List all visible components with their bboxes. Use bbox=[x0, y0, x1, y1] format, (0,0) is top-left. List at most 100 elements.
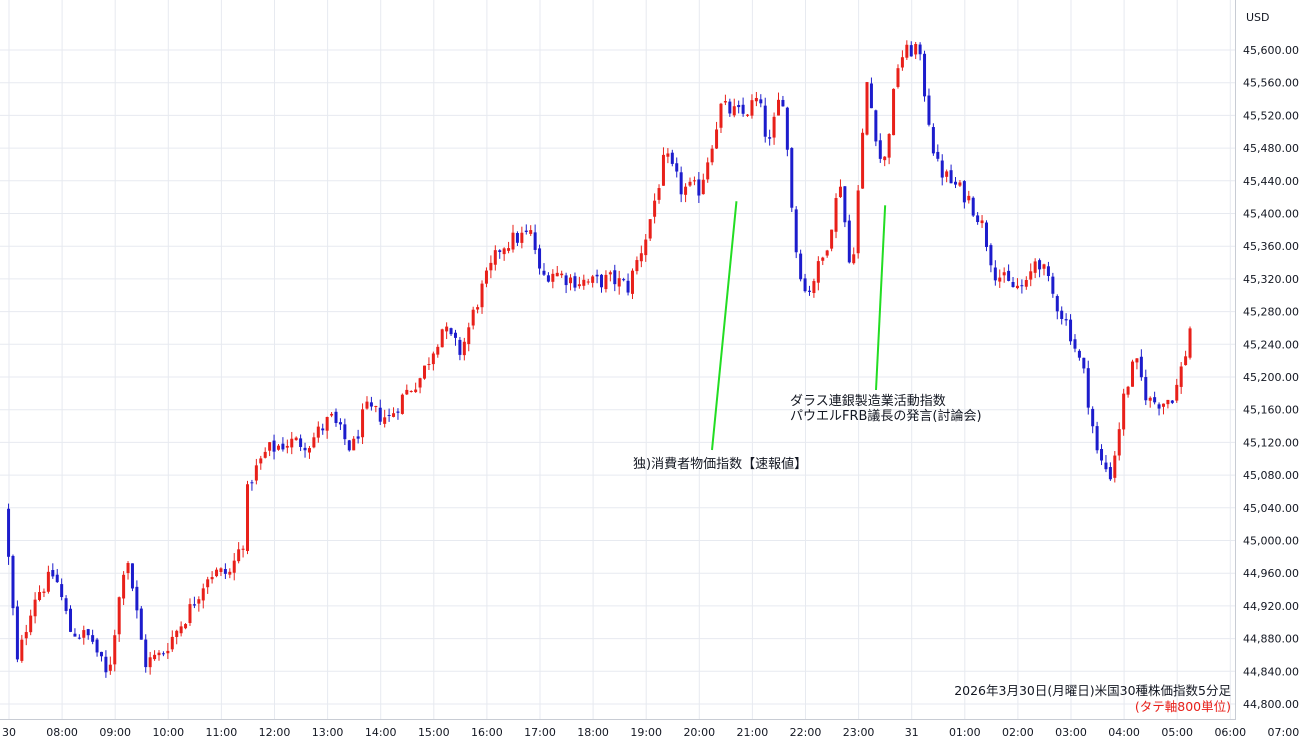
candle-body bbox=[493, 250, 497, 265]
candle-body bbox=[307, 448, 311, 453]
candle-body bbox=[697, 179, 701, 196]
x-tick-label: 16:00 bbox=[471, 726, 503, 739]
candle-body bbox=[99, 651, 103, 657]
candle-body bbox=[914, 44, 918, 55]
candle-body bbox=[206, 579, 210, 588]
candle-body bbox=[312, 437, 316, 448]
candle-body bbox=[378, 407, 382, 422]
x-tick-label: 30 bbox=[2, 726, 16, 739]
x-tick-label: 12:00 bbox=[259, 726, 291, 739]
candle-body bbox=[1144, 377, 1148, 401]
candle-body bbox=[511, 232, 515, 250]
candle-body bbox=[175, 630, 179, 638]
x-tick-label: 10:00 bbox=[152, 726, 184, 739]
x-tick-label: 08:00 bbox=[46, 726, 78, 739]
candle-body bbox=[1131, 361, 1135, 387]
candle-body bbox=[1015, 285, 1019, 289]
candle-body bbox=[971, 197, 975, 216]
candle-body bbox=[414, 389, 418, 393]
candle-body bbox=[719, 103, 723, 128]
candle-body bbox=[586, 281, 590, 283]
candle-body bbox=[582, 279, 586, 286]
candle-body bbox=[232, 560, 236, 573]
chart-caption-sub: (タテ軸800単位) bbox=[1135, 699, 1231, 714]
x-tick-label: 31 bbox=[905, 726, 919, 739]
x-tick-label: 11:00 bbox=[206, 726, 238, 739]
candle-body bbox=[458, 339, 462, 355]
candle-body bbox=[790, 148, 794, 208]
candle-body bbox=[489, 262, 493, 271]
candle-body bbox=[1122, 393, 1126, 430]
annotation-line bbox=[711, 201, 738, 451]
y-tick-label: 45,360.00 bbox=[1243, 240, 1299, 253]
candle-body bbox=[268, 442, 272, 451]
candle-body bbox=[316, 426, 320, 438]
candle-body bbox=[843, 186, 847, 223]
candle-body bbox=[449, 328, 453, 335]
candle-body bbox=[1166, 399, 1170, 405]
candle-body bbox=[989, 245, 993, 266]
candle-body bbox=[192, 604, 196, 606]
candle-body bbox=[210, 577, 214, 580]
annotation-text: 独)消費者物価指数【速報値】 bbox=[633, 456, 807, 472]
candle-body bbox=[918, 44, 922, 55]
candle-body bbox=[1126, 386, 1130, 395]
candle-body bbox=[188, 604, 192, 624]
y-tick-label: 44,840.00 bbox=[1243, 665, 1299, 678]
candle-body bbox=[741, 104, 745, 114]
candle-body bbox=[1060, 310, 1064, 319]
currency-label: USD bbox=[1246, 11, 1270, 24]
candle-body bbox=[600, 274, 604, 288]
candle-body bbox=[95, 639, 99, 653]
candle-body bbox=[838, 186, 842, 198]
candle-body bbox=[33, 599, 37, 617]
candle-body bbox=[542, 270, 546, 275]
candle-body bbox=[1188, 328, 1192, 358]
candle-body bbox=[467, 327, 471, 345]
candle-body bbox=[847, 220, 851, 263]
candle-body bbox=[1091, 408, 1095, 427]
candle-body bbox=[1170, 400, 1174, 403]
y-tick-label: 45,240.00 bbox=[1243, 338, 1299, 351]
candle-body bbox=[276, 445, 280, 450]
candle-body bbox=[976, 215, 980, 223]
candle-body bbox=[436, 346, 440, 355]
x-tick-label: 05:00 bbox=[1161, 726, 1193, 739]
candle-body bbox=[1113, 455, 1117, 478]
candle-body bbox=[148, 657, 152, 668]
candle-body bbox=[86, 629, 90, 636]
candle-body bbox=[197, 599, 201, 604]
candle-body bbox=[675, 163, 679, 172]
candle-body bbox=[825, 250, 829, 256]
x-tick-label: 20:00 bbox=[683, 726, 715, 739]
candle-body bbox=[768, 137, 772, 139]
candle-body bbox=[471, 309, 475, 326]
candle-body bbox=[431, 353, 435, 365]
candle-body bbox=[679, 172, 683, 195]
price-axis-ticks[interactable]: 44,800.00 44,840.00 44,880.00 44,920.00 44,9… bbox=[1243, 44, 1299, 711]
candle-body bbox=[15, 606, 19, 660]
candle-body bbox=[361, 409, 365, 438]
candle-body bbox=[330, 413, 334, 416]
x-tick-label: 06:00 bbox=[1214, 726, 1246, 739]
candle-body bbox=[750, 100, 754, 116]
candle-body bbox=[892, 88, 896, 136]
candle-body bbox=[666, 153, 670, 157]
time-axis-ticks[interactable]: 30 08:00 09:00 10:00 11:00 12:00 13:00 14:00 15:… bbox=[2, 726, 1299, 739]
candle-body bbox=[954, 181, 958, 185]
candle-body bbox=[657, 188, 661, 200]
candle-body bbox=[962, 181, 966, 203]
y-tick-label: 45,440.00 bbox=[1243, 175, 1299, 188]
candle-body bbox=[51, 570, 55, 577]
candle-body bbox=[1139, 356, 1143, 378]
candle-body bbox=[144, 639, 148, 668]
candle-body bbox=[374, 406, 378, 408]
candle-body bbox=[909, 45, 913, 57]
candle-body bbox=[577, 284, 581, 287]
candle-body bbox=[153, 654, 157, 660]
candle-body bbox=[281, 443, 285, 450]
y-tick-label: 45,080.00 bbox=[1243, 469, 1299, 482]
candle-body bbox=[1055, 296, 1059, 312]
candle-body bbox=[396, 411, 400, 413]
candle-body bbox=[409, 390, 413, 392]
